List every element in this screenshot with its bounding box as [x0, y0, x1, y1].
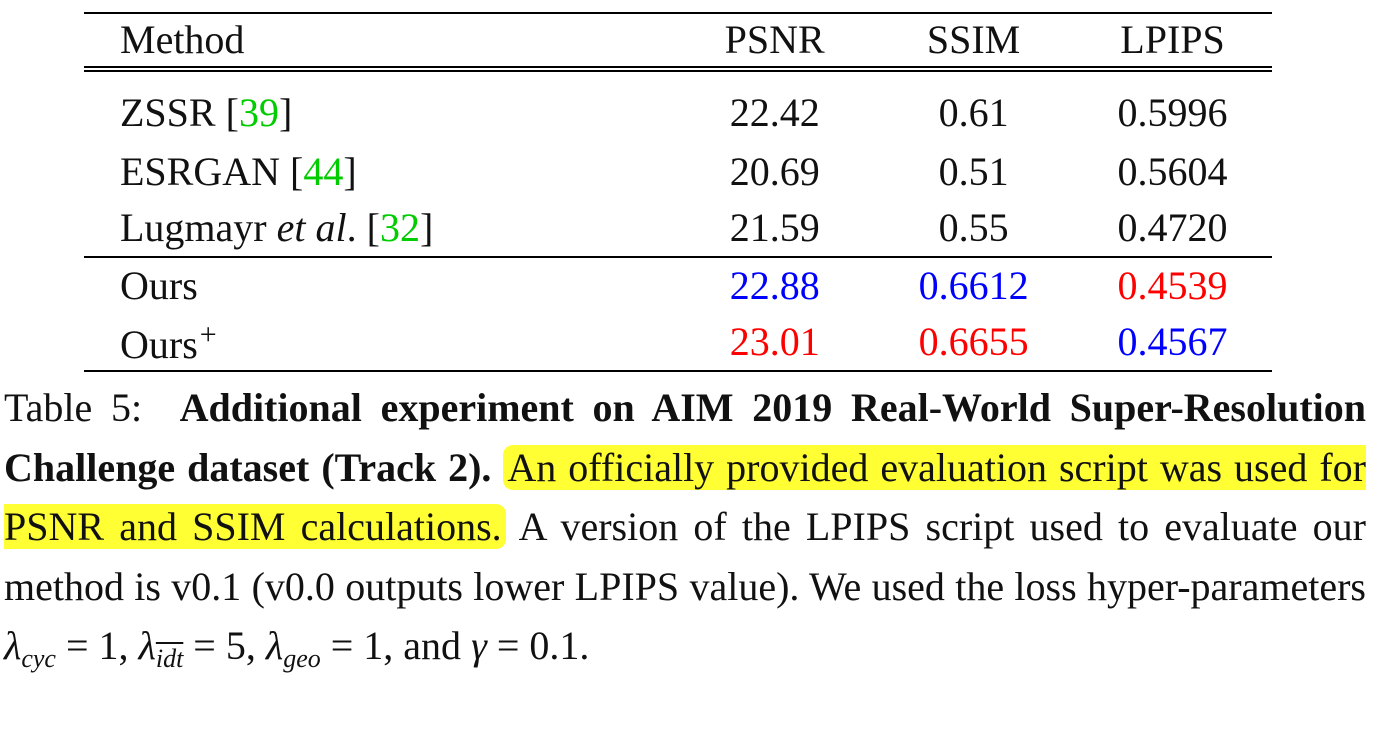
method-name-italic: et al [276, 205, 347, 250]
method-name-suffix: . [346, 205, 357, 250]
psnr-cell: 20.69 [729, 149, 820, 194]
cyc-subscript: cyc [21, 644, 56, 673]
lambda-symbol: λ [4, 623, 22, 668]
method-cell: ESRGAN [44] [120, 149, 357, 194]
method-name: Ours [120, 321, 198, 367]
lambda-idt: λidt [138, 623, 184, 673]
header-psnr: PSNR [675, 13, 875, 72]
header-ssim: SSIM [874, 13, 1074, 72]
idt-value: = 5, [183, 623, 256, 668]
ssim-cell-best: 0.6655 [874, 314, 1074, 372]
caption-title: Additional experiment on AIM 2019 Real-W… [4, 385, 1367, 490]
lambda-symbol: λ [138, 623, 156, 668]
ssim-cell-second-best: 0.6612 [918, 263, 1029, 308]
results-table: Method PSNR SSIM LPIPS ZSSR [39] 22.42 0… [84, 12, 1272, 372]
method-superscript: + [199, 317, 217, 351]
table-row: ESRGAN [44] 20.69 0.51 0.5604 [84, 144, 1272, 200]
table-row: ZSSR [39] 22.42 0.61 0.5996 [84, 69, 1272, 144]
caption-body: A version of the LPIPS script used to ev… [4, 504, 1366, 609]
psnr-cell-second-best: 22.88 [729, 263, 820, 308]
table-row: Ours 22.88 0.6612 0.4539 [84, 257, 1272, 314]
method-cell: Ours+ [84, 314, 676, 372]
citation-link[interactable]: 39 [238, 90, 279, 135]
idt-subscript: idt [155, 644, 184, 673]
citation-link[interactable]: 32 [379, 205, 420, 250]
gamma-symbol: γ [471, 623, 487, 668]
ssim-cell: 0.51 [938, 149, 1009, 194]
lambda-geo: λgeo [265, 623, 321, 673]
lpips-cell: 0.4720 [1073, 200, 1272, 258]
cyc-value: = 1, [55, 623, 129, 668]
table-row: Ours+ 23.01 0.6655 0.4567 [84, 314, 1272, 372]
lpips-cell: 0.5604 [1117, 149, 1228, 194]
method-cell: Lugmayr et al. [32] [84, 200, 676, 258]
and-word: and [403, 623, 462, 668]
lpips-cell-second-best: 0.4567 [1073, 314, 1272, 372]
lpips-cell-best: 0.4539 [1117, 263, 1228, 308]
psnr-cell-best: 23.01 [675, 314, 875, 372]
ssim-cell: 0.55 [874, 200, 1074, 258]
table-caption: Table 5: Additional experiment on AIM 20… [4, 378, 1366, 689]
geo-value: = 1, [320, 623, 394, 668]
psnr-cell: 22.42 [729, 90, 820, 135]
caption-label: Table 5: [4, 385, 143, 430]
method-name: ESRGAN [120, 149, 281, 194]
method-name: ZSSR [120, 90, 216, 135]
method-cell: Ours [120, 263, 198, 308]
table-header-row: Method PSNR SSIM LPIPS [84, 13, 1272, 72]
header-lpips: LPIPS [1073, 13, 1272, 72]
method-cell: ZSSR [39] [120, 90, 293, 135]
gamma-value: = 0.1. [486, 623, 590, 668]
header-method: Method [84, 13, 676, 72]
lambda-cyc: λcyc [4, 623, 56, 673]
geo-subscript: geo [283, 644, 321, 673]
citation-link[interactable]: 44 [303, 149, 344, 194]
psnr-cell: 21.59 [675, 200, 875, 258]
method-name: Lugmayr [120, 205, 277, 250]
lambda-symbol: λ [265, 623, 284, 668]
ssim-cell: 0.61 [938, 90, 1009, 135]
table-row: Lugmayr et al. [32] 21.59 0.55 0.4720 [84, 200, 1272, 258]
lpips-cell: 0.5996 [1117, 90, 1228, 135]
